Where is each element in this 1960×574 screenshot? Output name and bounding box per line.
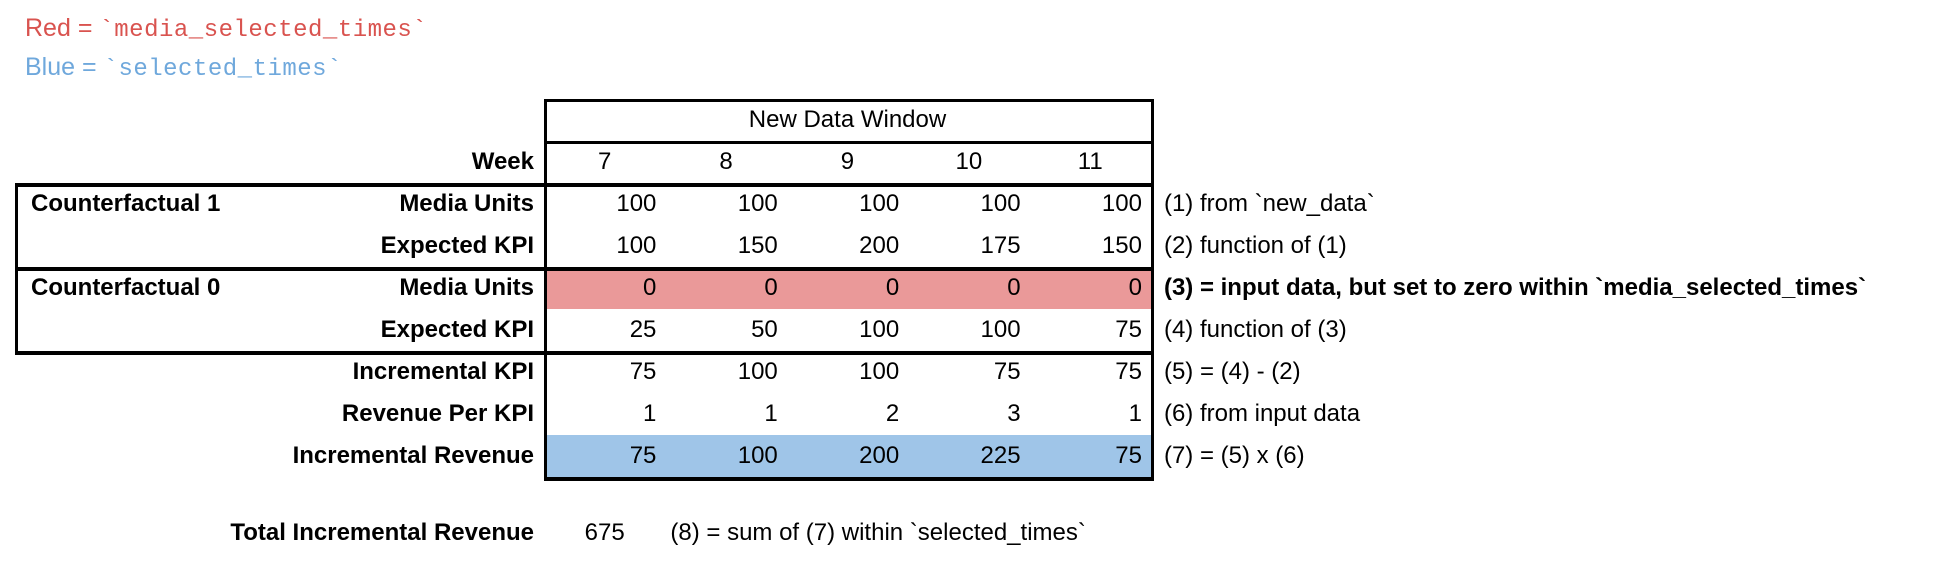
new-data-window-header: New Data Window (748, 106, 947, 133)
row-annotation: (7) = (5) x (6) (1163, 442, 1305, 469)
week-value: 7 (598, 148, 612, 175)
legend-blue-name: Blue (25, 53, 76, 81)
data-cell: 100 (859, 358, 900, 385)
blue-highlight-band (546, 435, 1151, 477)
row-cf0-media-units: Counterfactual 0 Media Units 0 0 0 0 0 (… (15, 267, 1960, 309)
legend-red-eq: = (70, 14, 100, 42)
legend-red-name: Red (25, 14, 71, 42)
data-cell: 0 (885, 274, 900, 301)
week-row: Week 7 8 9 10 11 (15, 141, 1960, 183)
data-cell: 100 (616, 232, 657, 259)
data-cell: 150 (737, 232, 778, 259)
data-cell: 150 (1101, 232, 1142, 259)
week-value: 8 (719, 148, 733, 175)
header-row-spacer (15, 99, 544, 141)
row-label: Media Units (399, 274, 534, 301)
row-label-cell: Counterfactual 1 Media Units (15, 183, 544, 225)
week-value: 9 (840, 148, 855, 175)
data-cell: 0 (1007, 274, 1021, 301)
week-value: 11 (1077, 148, 1103, 175)
data-cell: 0 (643, 274, 657, 301)
row-annotation: (6) from input data (1163, 400, 1361, 427)
legend-red-code: `media_selected_times` (99, 17, 428, 44)
total-row: Total Incremental Revenue 675 (8) = sum … (15, 512, 1960, 554)
data-cell: 100 (737, 442, 778, 469)
data-cell: 100 (616, 190, 657, 217)
table-bottom-border (544, 477, 1154, 481)
data-cell: 100 (980, 316, 1021, 343)
data-cell: 75 (1115, 442, 1142, 469)
row-annotation: (3) = input data, but set to zero within… (1163, 274, 1867, 301)
data-cell: 25 (629, 316, 657, 343)
row-revenue-per-kpi: Revenue Per KPI 1 1 2 3 1 (6) from input… (15, 393, 1960, 435)
data-cell: 100 (980, 190, 1021, 217)
row-cf1-media-units: Counterfactual 1 Media Units 100 100 100… (15, 183, 1960, 225)
data-cell: 200 (859, 442, 900, 469)
data-cell: 1 (764, 400, 778, 427)
total-row-annotation: (8) = sum of (7) within `selected_times` (670, 519, 1086, 546)
week-bottom-border (15, 183, 1154, 187)
row-label: Revenue Per KPI (341, 400, 534, 427)
total-revenue-value: 675 (584, 519, 625, 546)
week-row-label: Week (471, 148, 534, 175)
row-annotation: (4) function of (3) (1163, 316, 1347, 343)
table-left-border (544, 99, 547, 481)
table-top-border (544, 99, 1154, 102)
row-label: Expected KPI (380, 232, 534, 259)
legend-blue-line: Blue = `selected_times` (25, 49, 427, 88)
cf0-bottom-border (15, 351, 1154, 355)
data-cell: 3 (1007, 400, 1021, 427)
group-label-counterfactual-0: Counterfactual 0 (31, 274, 221, 301)
data-cell: 175 (980, 232, 1021, 259)
row-annotation: (2) function of (1) (1163, 232, 1347, 259)
header-bottom-border (544, 141, 1154, 144)
row-label: Expected KPI (380, 316, 534, 343)
data-cell: 100 (859, 190, 900, 217)
data-cell: 200 (859, 232, 900, 259)
data-cell: 100 (859, 316, 900, 343)
row-cf0-expected-kpi: Expected KPI 25 50 100 100 75 (4) functi… (15, 309, 1960, 351)
data-cell: 75 (629, 442, 657, 469)
color-legend: Red = `media_selected_times` Blue = `sel… (25, 10, 427, 88)
table-right-border (1151, 99, 1154, 481)
data-cell: 2 (885, 400, 900, 427)
row-label-cell: Counterfactual 0 Media Units (15, 267, 544, 309)
row-label: Incremental Revenue (292, 442, 534, 469)
header-row: New Data Window (15, 99, 1960, 141)
row-cf1-expected-kpi: Expected KPI 100 150 200 175 150 (2) fun… (15, 225, 1960, 267)
row-incremental-kpi: Incremental KPI 75 100 100 75 75 (5) = (… (15, 351, 1960, 393)
data-cell: 0 (764, 274, 778, 301)
row-label: Media Units (399, 190, 534, 217)
data-cell: 100 (737, 190, 778, 217)
data-cell: 100 (737, 358, 778, 385)
row-annotation: (5) = (4) - (2) (1163, 358, 1301, 385)
week-row-annotation-spacer (1151, 141, 1960, 183)
data-cell: 1 (643, 400, 657, 427)
data-cell: 50 (751, 316, 778, 343)
data-cell: 75 (1115, 316, 1142, 343)
row-annotation: (1) from `new_data` (1163, 190, 1375, 217)
data-cell: 1 (1128, 400, 1142, 427)
data-cell: 225 (980, 442, 1021, 469)
data-cell: 0 (1128, 274, 1142, 301)
red-highlight-band (546, 267, 1151, 309)
cf-divider-border (15, 267, 1154, 271)
legend-red-line: Red = `media_selected_times` (25, 10, 427, 49)
legend-blue-code: `selected_times` (103, 56, 342, 83)
data-cell: 75 (1115, 358, 1142, 385)
data-cell: 100 (1101, 190, 1142, 217)
group-label-counterfactual-1: Counterfactual 1 (31, 190, 221, 217)
total-row-label: Total Incremental Revenue (230, 519, 534, 546)
legend-blue-eq: = (75, 53, 104, 81)
data-cell: 75 (629, 358, 657, 385)
row-label: Incremental KPI (352, 358, 534, 385)
row-incremental-revenue: Incremental Revenue 75 100 200 225 75 (7… (15, 435, 1960, 477)
header-row-annotation-spacer (1151, 99, 1960, 141)
data-cell: 75 (993, 358, 1021, 385)
week-value: 10 (955, 148, 983, 175)
label-box-left-border (15, 183, 18, 355)
